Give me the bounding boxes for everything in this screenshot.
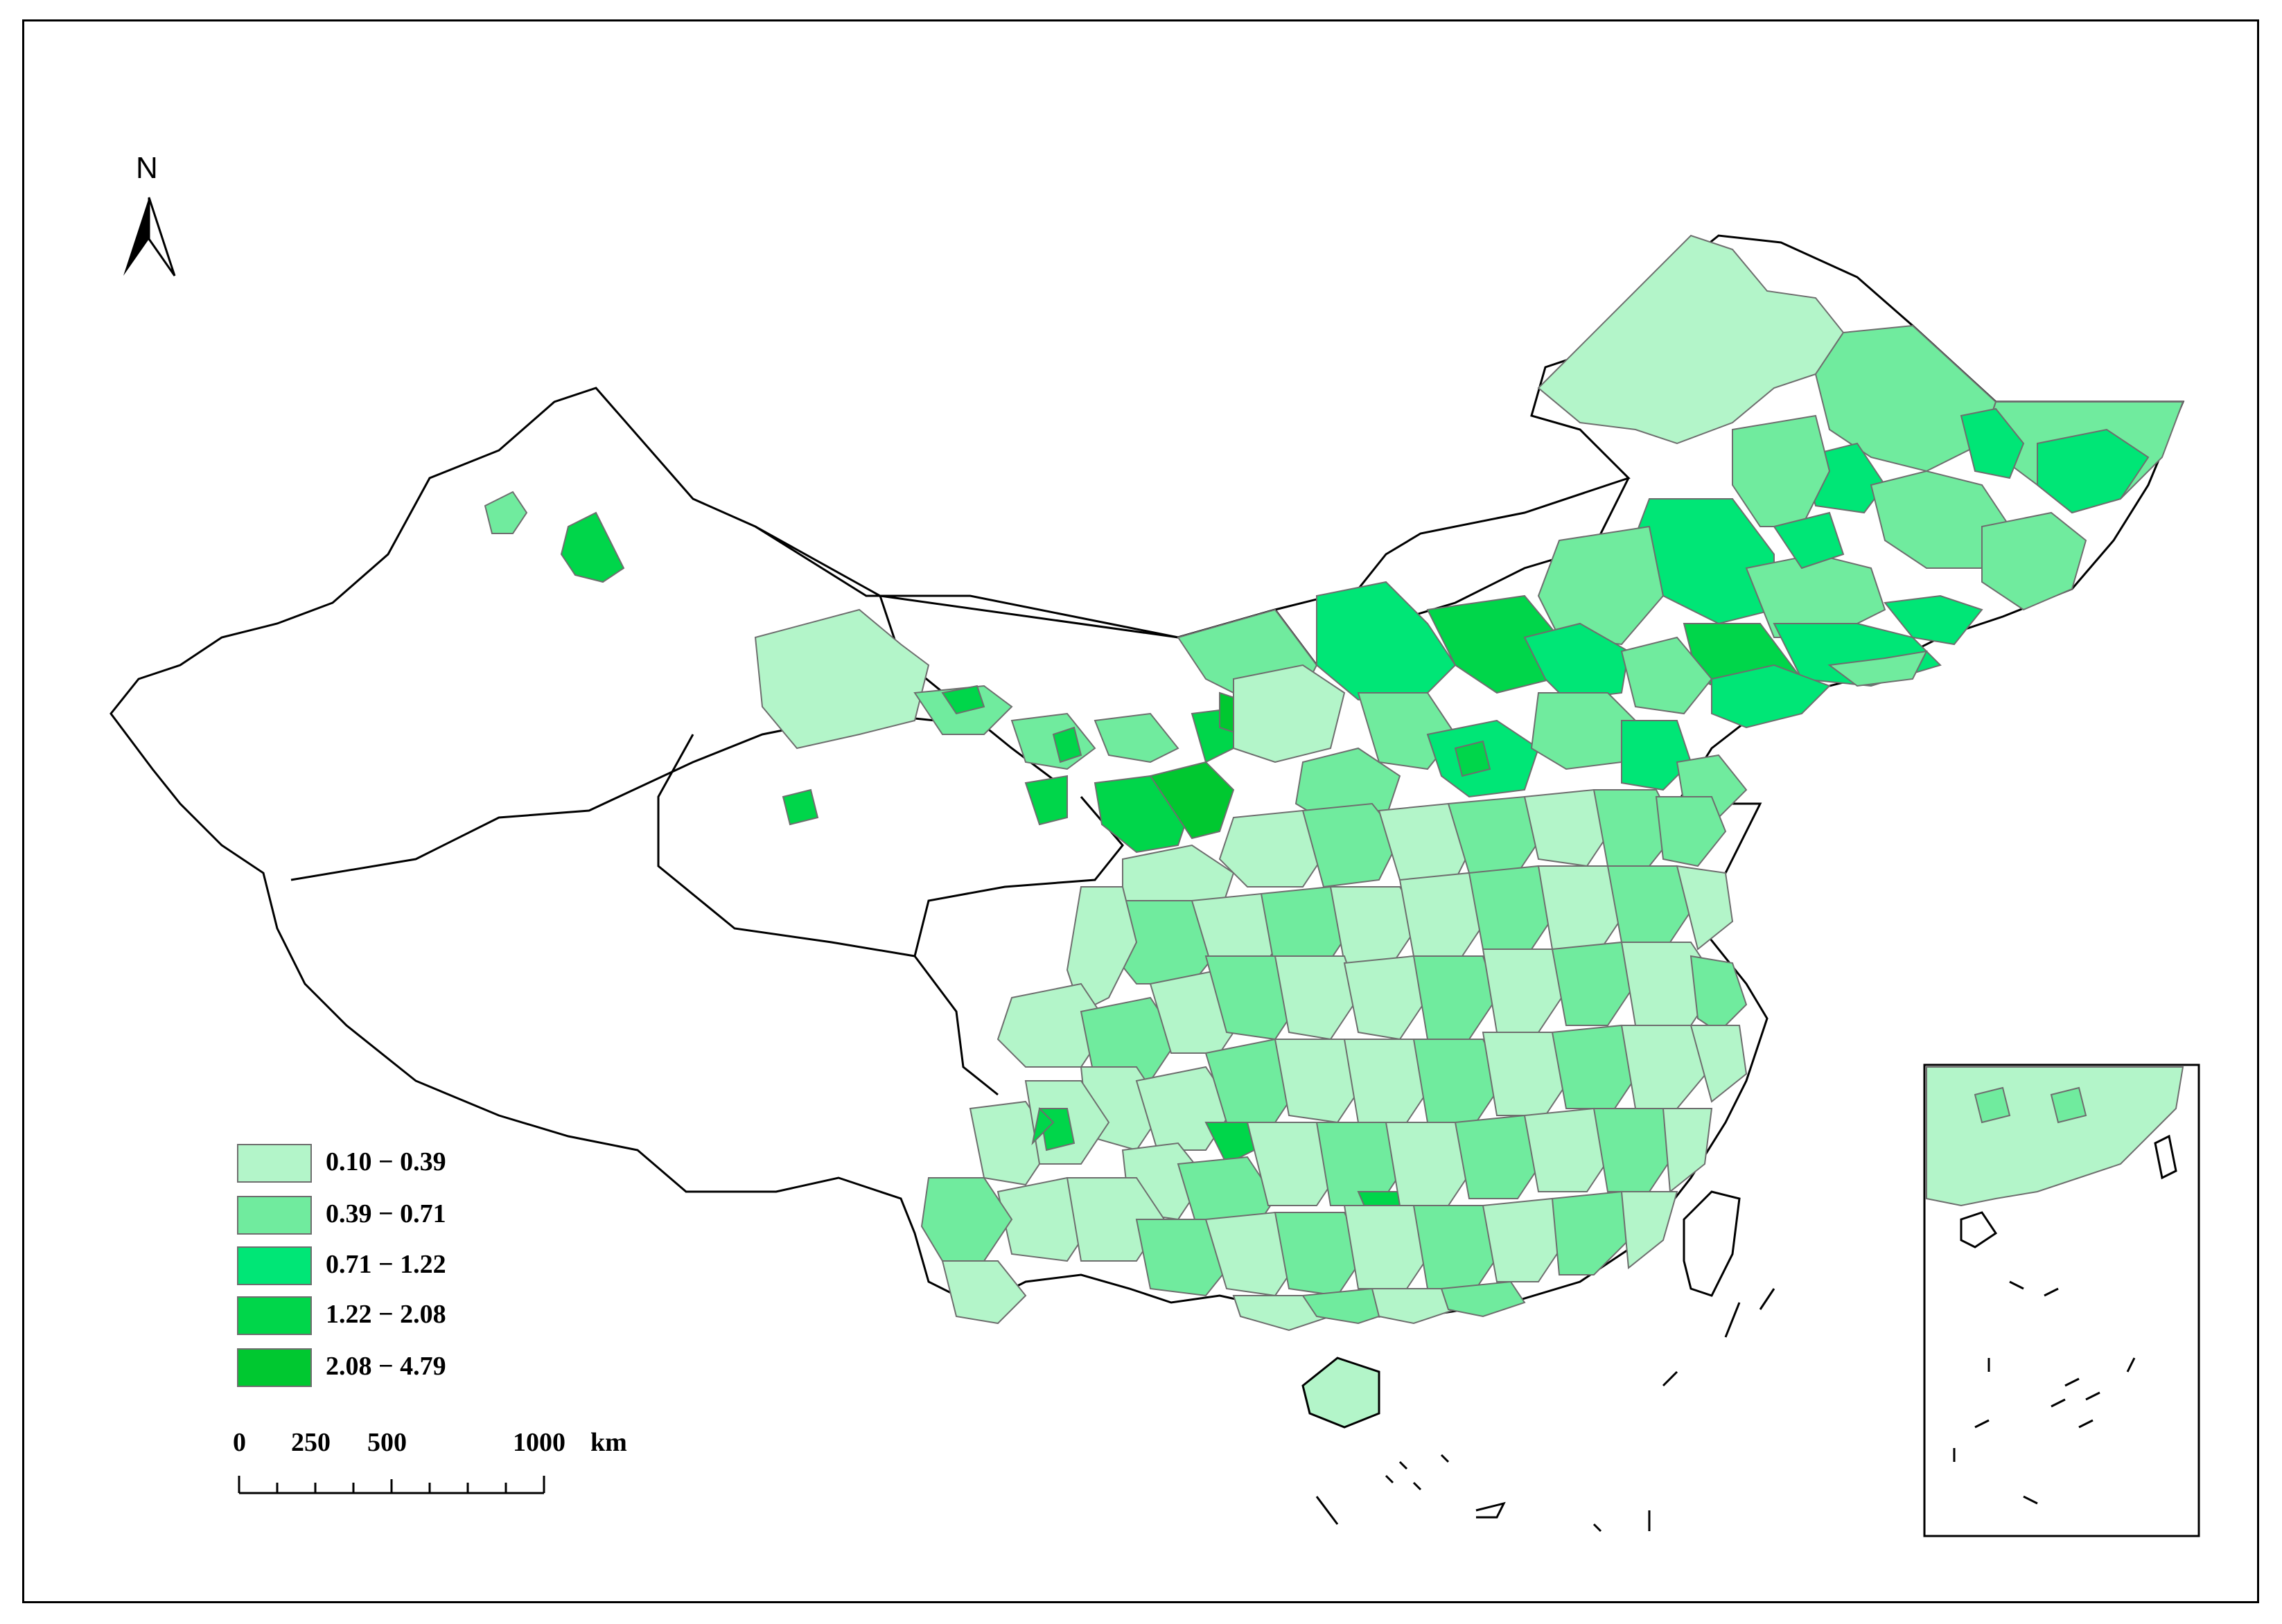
scale-tick-250: 250	[291, 1428, 331, 1457]
region-28	[1094, 712, 1179, 764]
legend-swatch-3	[237, 1246, 312, 1285]
region-56	[1537, 865, 1630, 950]
legend-label-1: 0.10 − 0.39	[326, 1147, 446, 1176]
region-8	[1981, 511, 2087, 611]
region-107	[1031, 1106, 1055, 1146]
boundary-tibet-east	[913, 955, 999, 1096]
region-91	[1454, 1114, 1547, 1199]
region-80	[1689, 1025, 1748, 1103]
region-17	[1827, 650, 1928, 687]
scale-bar	[238, 1476, 545, 1494]
region-31	[1149, 761, 1235, 840]
legend-swatch-2	[237, 1196, 312, 1235]
region-114	[782, 788, 819, 826]
region-106	[941, 1260, 1027, 1325]
region-4	[1960, 407, 2025, 479]
region-23	[754, 608, 930, 750]
region-34	[1233, 664, 1346, 764]
region-99	[1274, 1212, 1367, 1297]
region-11	[1537, 525, 1665, 646]
region-68	[1551, 941, 1637, 1026]
region-113	[560, 511, 625, 583]
region-108	[1232, 1295, 1333, 1332]
region-22	[1620, 636, 1713, 715]
region-65	[1343, 955, 1429, 1041]
scale-tick-500: 500	[367, 1428, 407, 1457]
north-label: N	[136, 151, 158, 185]
region-74	[1274, 1039, 1367, 1124]
legend-label-3: 0.71 − 1.22	[326, 1250, 446, 1279]
legend-swatch-5	[237, 1348, 312, 1387]
legend-swatch-1	[237, 1144, 312, 1183]
region-66	[1412, 955, 1498, 1040]
region-64	[1274, 955, 1360, 1041]
north-arrow	[123, 197, 176, 276]
region-70	[1689, 955, 1748, 1034]
region-15	[1884, 594, 1983, 646]
region-39	[1530, 692, 1637, 770]
islands	[1301, 1190, 1775, 1533]
legend-swatch-4	[237, 1296, 312, 1335]
region-112	[484, 491, 528, 534]
region-75	[1343, 1039, 1436, 1123]
region-49	[1655, 796, 1727, 867]
region-104	[1620, 1191, 1678, 1269]
region-79	[1620, 1025, 1713, 1109]
region-38	[1454, 740, 1491, 777]
region-78	[1551, 1024, 1644, 1109]
region-44	[1301, 802, 1401, 888]
region-111	[1440, 1280, 1526, 1318]
region-100	[1343, 1205, 1436, 1289]
scale-unit: km	[590, 1428, 627, 1457]
region-67	[1482, 948, 1568, 1033]
region-25	[941, 685, 985, 715]
legend-swatches	[237, 1144, 312, 1387]
region-54	[1398, 872, 1491, 957]
region-55	[1468, 865, 1561, 950]
region-57	[1606, 865, 1699, 943]
scale-tick-1000: 1000	[513, 1428, 565, 1457]
inset-content	[1926, 1066, 2184, 1505]
region-58	[1676, 865, 1734, 951]
region-93	[1592, 1108, 1678, 1192]
region-5	[2037, 428, 2150, 514]
region-90	[1385, 1122, 1477, 1206]
region-27	[1052, 726, 1082, 764]
region-92	[1523, 1107, 1616, 1192]
region-94	[1662, 1108, 1713, 1193]
region-53	[1329, 886, 1422, 964]
region-101	[1412, 1205, 1505, 1289]
legend-label-2: 0.39 − 0.71	[326, 1199, 446, 1228]
choropleth-regions	[484, 234, 2184, 1332]
region-29	[1024, 775, 1068, 826]
region-115	[1773, 511, 1845, 570]
region-103	[1551, 1190, 1637, 1276]
scale-tick-0: 0	[233, 1428, 246, 1457]
region-16	[1711, 664, 1831, 729]
region-77	[1482, 1032, 1574, 1116]
region-97	[1135, 1219, 1235, 1297]
region-76	[1412, 1039, 1505, 1123]
region-40	[1621, 720, 1692, 791]
region-110	[1371, 1288, 1457, 1325]
region-88	[1315, 1122, 1408, 1206]
region-102	[1482, 1197, 1568, 1282]
legend-label-4: 1.22 − 2.08	[326, 1300, 446, 1329]
region-21	[1523, 622, 1630, 701]
region-47	[1523, 788, 1616, 867]
legend-label-5: 2.08 − 4.79	[326, 1352, 446, 1381]
region-19	[1316, 581, 1457, 701]
region-59	[1066, 886, 1138, 1013]
region-46	[1447, 795, 1547, 874]
